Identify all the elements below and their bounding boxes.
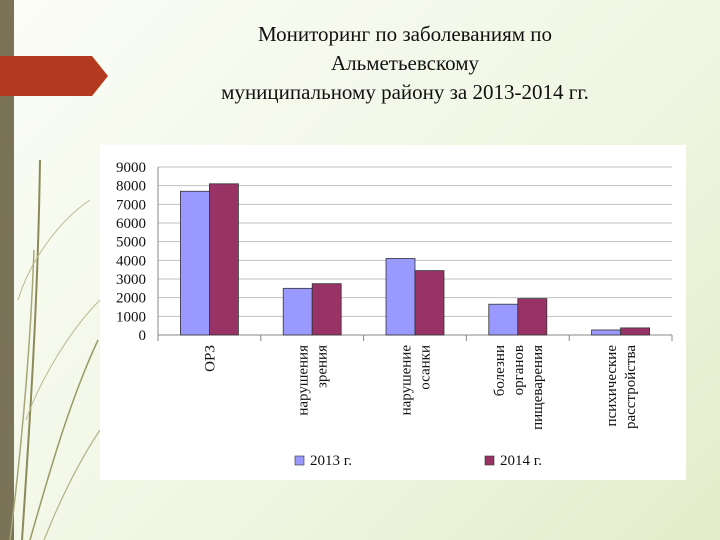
y-tick-label-7: 7000	[116, 197, 146, 213]
bar-s1-c0	[209, 183, 239, 336]
category-label-1-1: зрения	[315, 345, 331, 388]
bar-s0-c3	[488, 303, 519, 336]
bar-s1-c2	[414, 270, 445, 336]
category-label-0-0: ОРЗ	[202, 345, 218, 372]
legend-label-0: 2013 г.	[310, 453, 352, 469]
y-tick-label-3: 3000	[116, 272, 146, 288]
bar-s1-c3	[517, 298, 548, 336]
title-line-2: Альметьевскому	[330, 51, 480, 75]
bar-s1-c1	[311, 283, 342, 336]
y-tick-label-9: 9000	[116, 160, 146, 176]
slide-title: Мониторинг по заболеваниям по Альметьевс…	[150, 20, 660, 107]
left-side-bar	[0, 0, 14, 540]
y-tick-label-6: 6000	[116, 216, 146, 232]
category-label-3-1: органов	[511, 345, 527, 395]
bar-s0-c4	[591, 329, 622, 336]
y-tick-label-0: 0	[139, 328, 147, 344]
bar-s0-c1	[282, 287, 313, 336]
y-tick-label-4: 4000	[116, 253, 146, 269]
category-label-4-1: расстройства	[623, 345, 639, 429]
y-tick-label-5: 5000	[116, 235, 146, 251]
legend-swatch-0	[294, 455, 305, 466]
category-label-3-2: пищеварения	[530, 345, 546, 430]
legend-label-1: 2014 г.	[500, 453, 542, 469]
y-tick-label-2: 2000	[116, 291, 146, 307]
chart-area: 0 1000 2000 3000 4000 5000 6000 7000 8000 9000 ОРЗ…	[100, 145, 686, 480]
legend-swatch-1	[484, 455, 495, 466]
y-tick-label-8: 8000	[116, 179, 146, 195]
category-label-2-0: нарушение	[399, 345, 415, 416]
category-label-3-0: болезни	[492, 345, 508, 396]
category-label-2-1: осанки	[418, 345, 434, 390]
bar-s0-c0	[180, 190, 210, 336]
title-arrow-accent	[0, 56, 108, 96]
category-label-1-0: нарушения	[296, 345, 312, 416]
title-line-1: Мониторинг по заболеваниям по	[257, 22, 553, 46]
decorative-leaves	[0, 56, 108, 540]
title-line-3: муниципальному району за 2013-2014 гг.	[221, 80, 589, 104]
bar-s1-c4	[620, 327, 650, 336]
bar-s0-c2	[385, 258, 416, 336]
y-tick-label-1: 1000	[116, 309, 146, 325]
category-label-4-0: психические	[604, 345, 620, 427]
bar-chart: 0 1000 2000 3000 4000 5000 6000 7000 8000 9000 ОРЗ…	[116, 160, 673, 469]
